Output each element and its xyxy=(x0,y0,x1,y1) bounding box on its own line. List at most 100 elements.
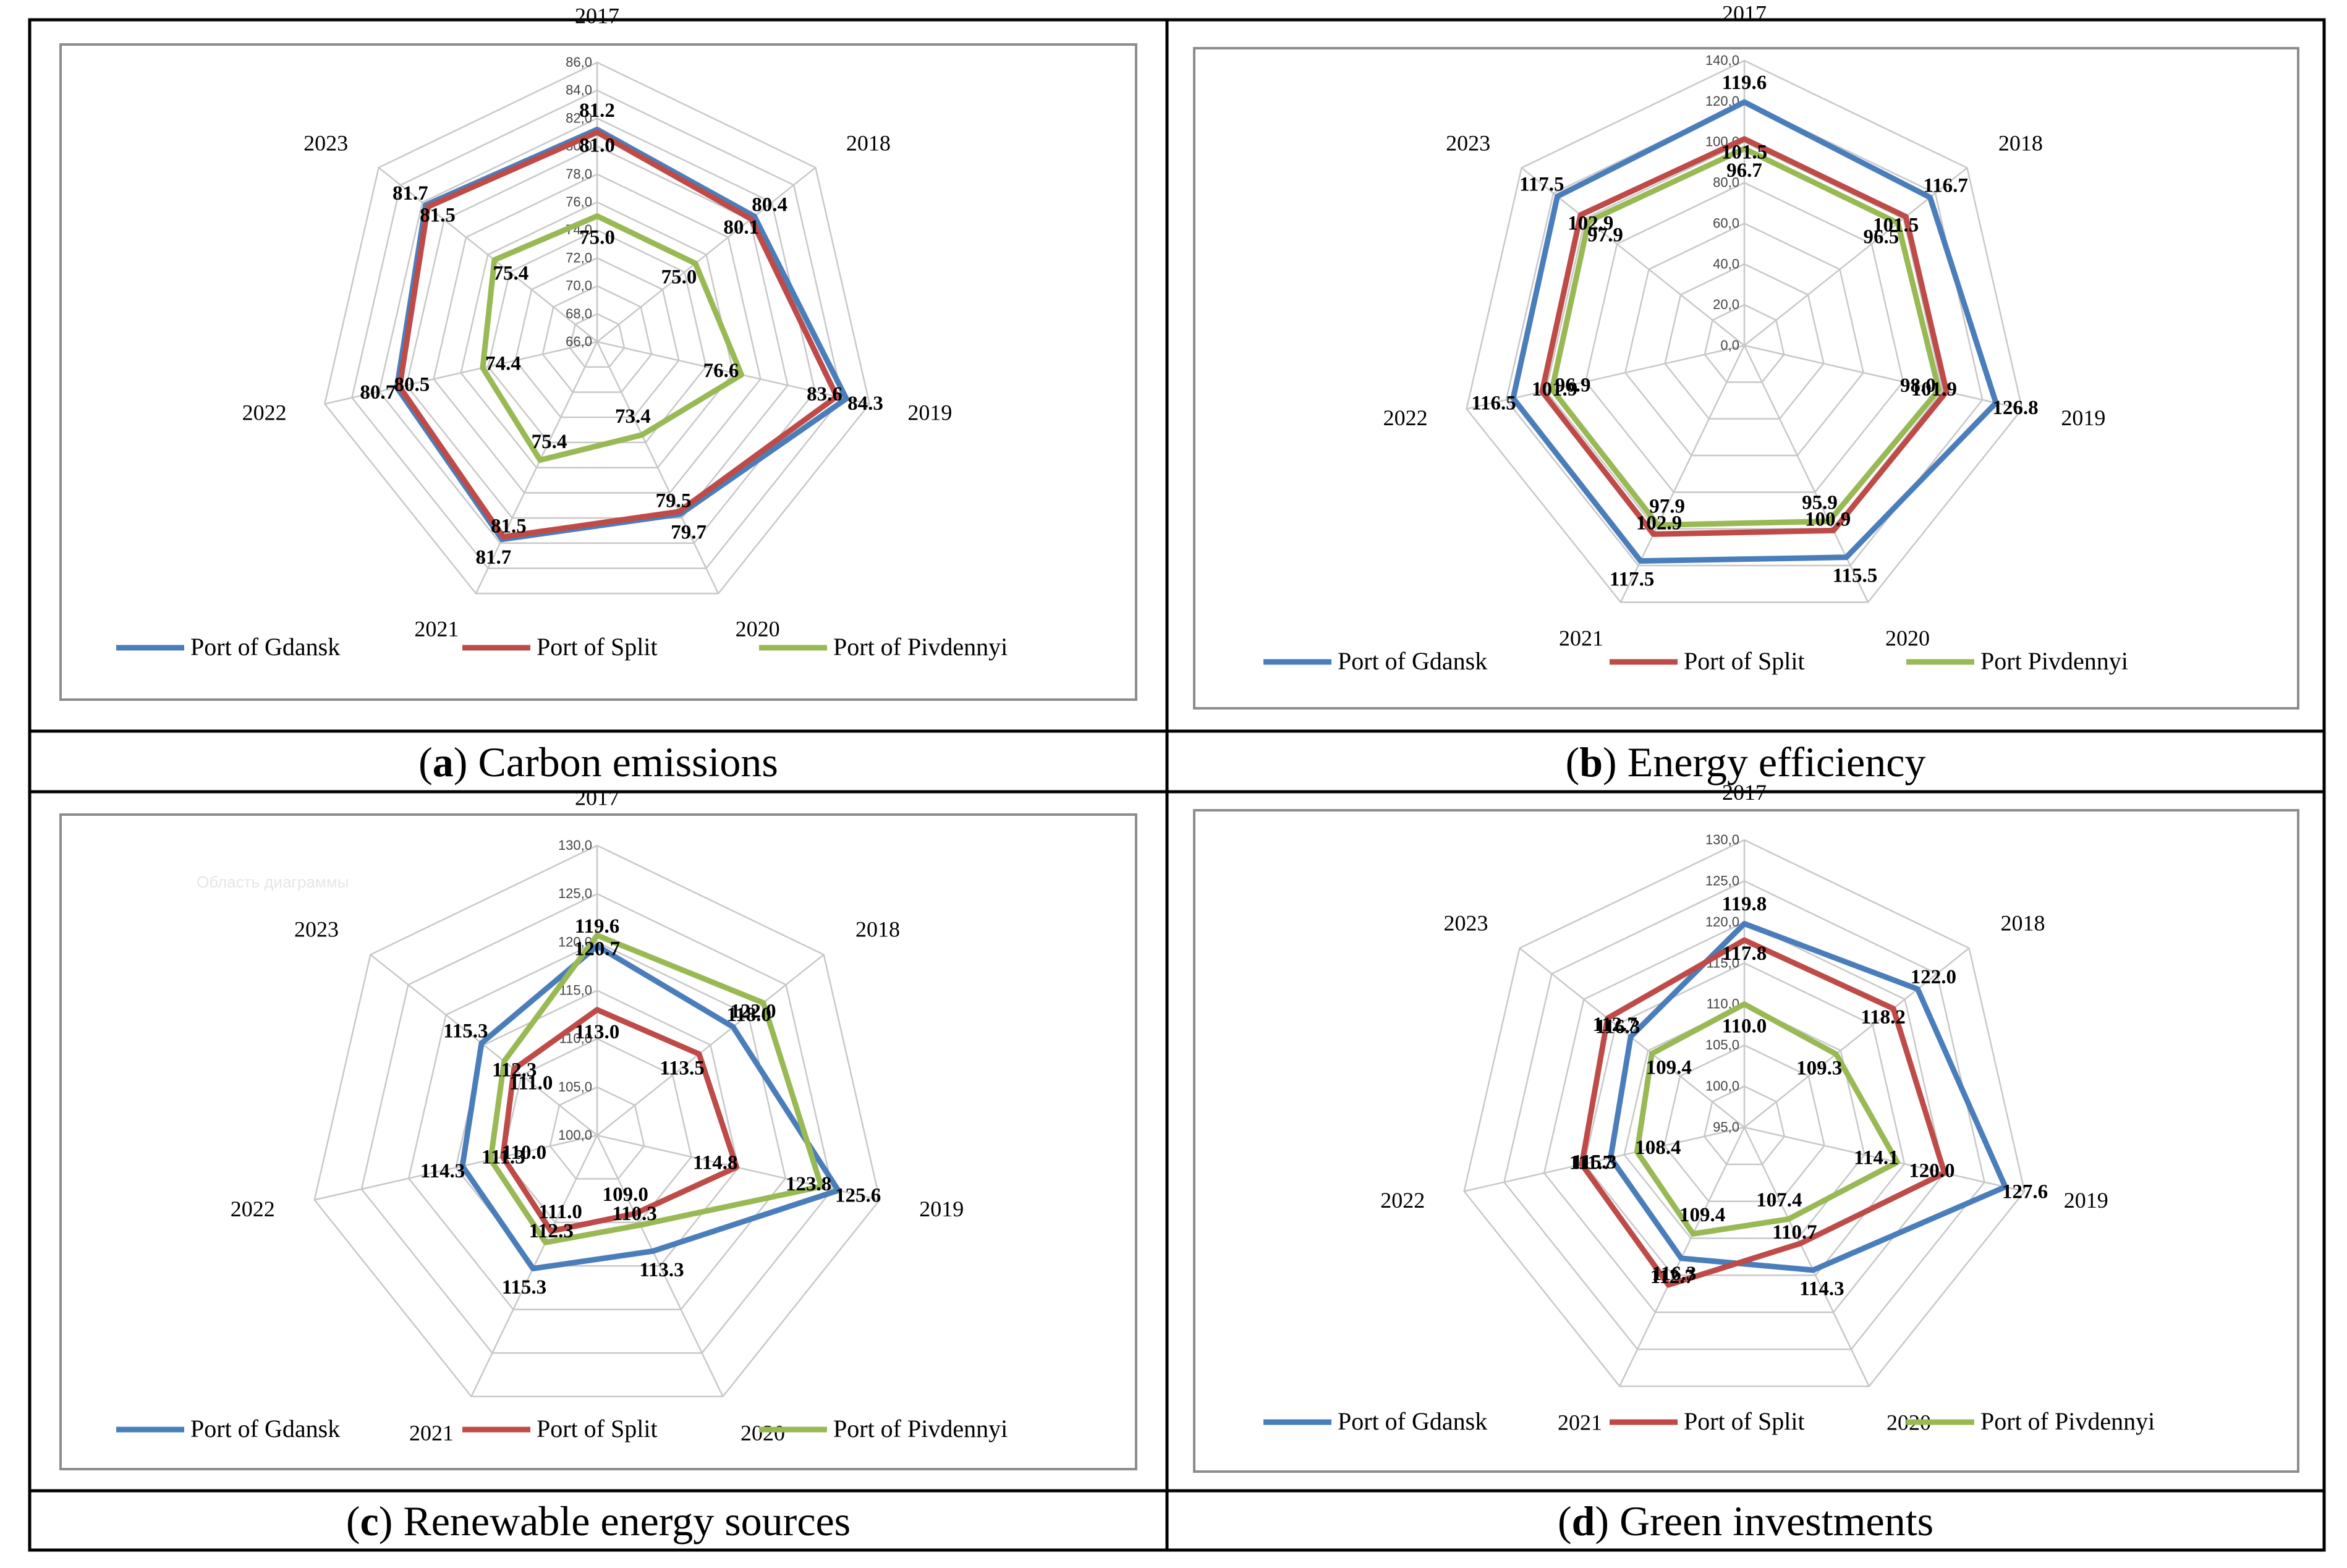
legend: Port of Gdansk Port of Split Port of Pivde… xyxy=(116,633,1008,661)
category-label: 2017 xyxy=(575,4,619,28)
category-label: 2019 xyxy=(919,1197,964,1221)
data-label: 81.7 xyxy=(393,182,428,205)
caption-paren-close: ) xyxy=(1603,739,1628,786)
axis-tick-label: 84,0 xyxy=(566,82,592,98)
category-label: 2019 xyxy=(907,400,952,425)
series-line-port-of-pivdennyi xyxy=(480,213,745,463)
grid-ring xyxy=(460,201,734,468)
series-line-port-pivdennyi xyxy=(1549,146,1942,528)
data-label: 114.3 xyxy=(1799,1278,1844,1300)
caption-letter: a xyxy=(433,739,454,786)
legend-label: Port of Gdansk xyxy=(1338,647,1487,675)
table-outline xyxy=(28,18,2326,1552)
data-label: 100.9 xyxy=(1805,509,1851,531)
category-label: 2023 xyxy=(1444,910,1488,935)
series-line-port-of-split xyxy=(1539,136,1950,537)
data-label: 98.0 xyxy=(1900,375,1936,397)
data-label: 112.3 xyxy=(529,1220,574,1242)
series-line-port-of-pivdennyi xyxy=(488,932,825,1245)
category-label: 2018 xyxy=(2000,910,2045,935)
axis-tick-label: 115,0 xyxy=(559,983,592,998)
grid-ring xyxy=(360,892,834,1354)
chart-area xyxy=(59,813,1137,1470)
axis-tick-label: 66,0 xyxy=(566,334,592,349)
axis-tick-label: 120,0 xyxy=(1705,914,1739,930)
grid-ring xyxy=(514,257,680,418)
category-label: 2023 xyxy=(1446,130,1490,155)
data-label: 109.0 xyxy=(603,1184,648,1206)
legend-label: Port Pivdennyi xyxy=(1980,647,2128,675)
category-label: 2023 xyxy=(294,917,339,942)
grid-spoke xyxy=(325,341,598,405)
panel-caption: (b) Energy efficiency xyxy=(1566,739,1926,786)
axis-tick-label: 105,0 xyxy=(558,1079,592,1095)
caption-text: Renewable energy sources xyxy=(403,1498,851,1545)
data-label: 114.1 xyxy=(1854,1147,1898,1169)
data-label: 110.0 xyxy=(1722,1015,1767,1038)
data-label: 113.3 xyxy=(639,1259,684,1281)
axis-tick-label: 125,0 xyxy=(558,886,592,901)
data-label: 97.9 xyxy=(1649,495,1685,517)
data-label: 109.4 xyxy=(1679,1204,1725,1226)
chart-area-watermark: Область диаграммы xyxy=(197,873,349,891)
grid-spoke xyxy=(1744,344,2022,410)
category-label: 2020 xyxy=(736,616,780,641)
axis-tick-label: 125,0 xyxy=(1705,873,1739,888)
data-label: 75.0 xyxy=(661,266,697,288)
data-label: 119.6 xyxy=(1722,72,1767,94)
legend: Port of Gdansk Port of Split Port of Pivde… xyxy=(116,1415,1008,1443)
chart-area xyxy=(59,43,1137,701)
grid-spoke xyxy=(596,341,870,405)
grid-ring xyxy=(1503,880,1985,1350)
data-label: 81.0 xyxy=(579,134,615,156)
axis-tick-label: 95,0 xyxy=(1713,1119,1739,1135)
category-label: 2020 xyxy=(1885,625,1930,650)
grid-ring xyxy=(1505,100,1984,567)
axis-tick-label: 80,0 xyxy=(1713,175,1739,190)
grid-ring xyxy=(487,229,707,444)
grid-ring xyxy=(1463,839,2026,1388)
axis-tick-label: 86,0 xyxy=(566,54,592,70)
category-label: 2019 xyxy=(2061,405,2105,430)
data-label: 113.5 xyxy=(660,1057,704,1079)
data-label: 123.8 xyxy=(786,1173,831,1195)
grid-ring xyxy=(1466,59,2023,603)
data-label: 113.0 xyxy=(575,1021,619,1043)
data-label: 116.5 xyxy=(1471,392,1516,415)
axis-tick-label: 78,0 xyxy=(566,166,592,182)
caption-paren-open: ( xyxy=(346,1498,360,1545)
data-label: 101.9 xyxy=(1532,378,1577,400)
data-label: 102.9 xyxy=(1568,213,1613,235)
data-label: 101.9 xyxy=(1911,378,1957,400)
grid-ring xyxy=(1584,182,1904,493)
category-label: 2018 xyxy=(846,131,891,156)
axis-tick-label: 130,0 xyxy=(558,837,592,853)
category-label: 2018 xyxy=(855,917,900,942)
grid-ring xyxy=(433,173,762,494)
grid-spoke xyxy=(475,341,598,594)
data-label: 74.4 xyxy=(485,353,521,375)
axis-tick-label: 68,0 xyxy=(566,306,592,321)
data-label: 84.3 xyxy=(847,392,883,415)
category-label: 2022 xyxy=(1380,1188,1425,1213)
data-label: 109.4 xyxy=(1646,1056,1692,1079)
data-label: 122.0 xyxy=(1911,966,1956,988)
data-label: 75.4 xyxy=(493,263,529,285)
caption-text: Energy efficiency xyxy=(1628,739,1926,786)
grid-spoke xyxy=(1743,1127,1870,1387)
grid-spoke xyxy=(596,167,817,342)
grid-spoke xyxy=(314,1134,598,1201)
data-label: 114.8 xyxy=(693,1152,737,1174)
grid-ring xyxy=(541,285,653,393)
axis-tick-label: 100,0 xyxy=(558,1127,592,1143)
series-line-port-of-gdansk xyxy=(1608,921,2008,1273)
category-label: 2020 xyxy=(741,1421,785,1446)
grid-ring xyxy=(407,941,787,1310)
data-label: 111.0 xyxy=(509,1072,553,1095)
chart-area xyxy=(1193,47,2299,710)
series-line-port-of-split xyxy=(397,129,840,540)
data-label: 73.4 xyxy=(615,405,651,428)
grid-ring xyxy=(1545,141,1944,530)
chart-panel-b: 0,020,040,060,080,0100,0120,0140,0201720… xyxy=(1193,1,2299,710)
